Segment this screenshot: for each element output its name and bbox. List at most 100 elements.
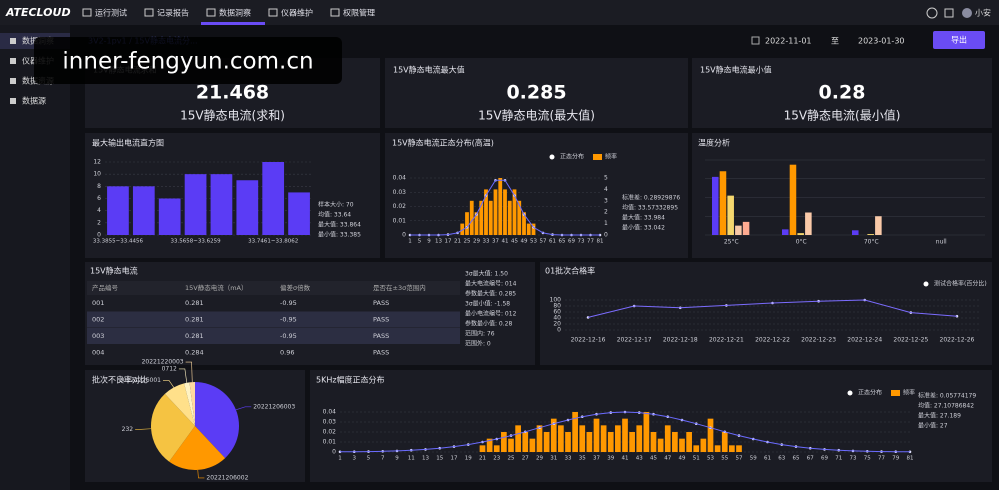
sidebar-item[interactable]: 数据源 (22, 96, 46, 106)
x-tick-label: 11 (408, 456, 415, 462)
export-label[interactable]: 导出 (951, 35, 967, 45)
bar (460, 223, 465, 235)
y-tick-label: 4 (97, 207, 101, 214)
nav-icon (268, 8, 278, 17)
table-cell: PASS (373, 349, 389, 357)
x-tick-label: 33 (565, 456, 572, 462)
y2-tick-label: 2 (604, 209, 608, 216)
bar (543, 432, 550, 452)
end-date[interactable]: 2023-01-30 (858, 37, 905, 46)
table-row-bg (87, 328, 460, 344)
bar (572, 412, 578, 452)
table-header-cell: 产品编号 (92, 283, 119, 292)
nav-item[interactable]: 运行测试 (95, 8, 127, 18)
bar (522, 432, 529, 452)
x-tick-label: 45 (650, 456, 657, 462)
y2-tick-label: 3 (604, 197, 608, 204)
x-tick-label: 2022-12-25 (893, 337, 928, 344)
table-cell: 004 (92, 349, 104, 357)
nav-item[interactable]: 权限管理 (343, 8, 375, 18)
x-tick-label: 65 (793, 456, 800, 462)
label-leader (197, 469, 205, 479)
table-cell: -0.95 (280, 332, 297, 340)
table-stat: 最大电流编号: 014 (465, 280, 517, 288)
x-tick-label: 5 (418, 239, 422, 245)
bar (600, 425, 607, 452)
x-tick-label: 59 (750, 456, 757, 462)
x-tick-label: 9 (395, 456, 399, 462)
table-header (87, 281, 460, 295)
bar (210, 174, 233, 235)
bar (486, 438, 493, 452)
x-tick-label: 41 (622, 456, 629, 462)
bar (536, 425, 543, 452)
stat-text: 标准差: 0.28929876 (622, 194, 680, 202)
table-stat: 3σ最小值: -1.58 (465, 300, 510, 308)
x-tick-label: 53 (530, 239, 537, 245)
y2-tick-label: 5 (604, 175, 608, 182)
bar (493, 445, 500, 452)
label-leader (162, 380, 175, 388)
legend-label: 频率 (605, 153, 617, 161)
y-tick-label: 12 (93, 159, 101, 166)
nav-item[interactable]: 数据洞察 (219, 8, 251, 18)
bar (517, 200, 522, 235)
bar (875, 216, 882, 235)
export-button[interactable] (933, 31, 985, 49)
pie-slice (189, 382, 195, 426)
nav-item[interactable]: 仪器维护 (281, 8, 313, 18)
line (587, 299, 957, 318)
bar (184, 174, 207, 235)
stat-text: 最大值: 27.189 (918, 412, 961, 420)
date-separator: 至 (831, 37, 839, 46)
x-tick-label: 2022-12-16 (571, 337, 606, 344)
bar (488, 200, 493, 235)
x-tick-label: 1 (338, 456, 342, 462)
y-tick-label: 20 (553, 321, 561, 328)
bar (679, 438, 685, 452)
y-tick-label: 0.02 (393, 203, 407, 210)
bar (650, 432, 657, 452)
bar (469, 200, 474, 235)
kpi-title: 15V静态电流最小值 (700, 65, 772, 75)
legend-label: 正态分布 (858, 389, 882, 397)
table-header-cell: 偏差σ倍数 (280, 283, 311, 292)
bar (529, 438, 536, 452)
panel-title: 01批次合格率 (545, 266, 595, 276)
bar (515, 425, 521, 452)
table-stat: 最小电流编号: 012 (465, 310, 517, 318)
x-tick-label: 79 (892, 456, 899, 462)
card (692, 133, 992, 258)
bar (262, 162, 285, 235)
x-tick-label: 49 (521, 239, 528, 245)
table-cell: PASS (373, 299, 389, 307)
bar (474, 212, 479, 235)
apps-icon[interactable] (944, 8, 954, 18)
y-tick-label: 8 (97, 183, 101, 190)
bar (158, 198, 181, 235)
bar (693, 445, 700, 452)
x-tick-label: 21 (479, 456, 486, 462)
bar (503, 189, 507, 235)
y-tick-label: 0.03 (323, 419, 337, 426)
panel-title: 最大输出电流直方图 (92, 138, 164, 148)
sidebar-icon (10, 98, 16, 104)
x-tick-label: 13 (422, 456, 429, 462)
x-tick-label: 49 (679, 456, 686, 462)
slice-label: 0712 (162, 365, 177, 372)
y-tick-label: 0.02 (323, 429, 337, 436)
avatar[interactable] (962, 8, 972, 18)
user-name[interactable]: 小安 (975, 8, 991, 18)
top-nav (0, 0, 999, 25)
x-tick-label: 67 (807, 456, 814, 462)
stat-text: 最大值: 33.864 (318, 221, 361, 229)
x-tick-label: 1 (408, 239, 412, 245)
help-icon[interactable] (926, 7, 938, 19)
watermark-box (34, 37, 342, 84)
start-date[interactable]: 2022-11-01 (765, 37, 812, 46)
sidebar-icon (10, 78, 16, 84)
x-tick-label: 73 (578, 239, 585, 245)
line (410, 179, 600, 236)
nav-item[interactable]: 记录报告 (157, 8, 189, 18)
